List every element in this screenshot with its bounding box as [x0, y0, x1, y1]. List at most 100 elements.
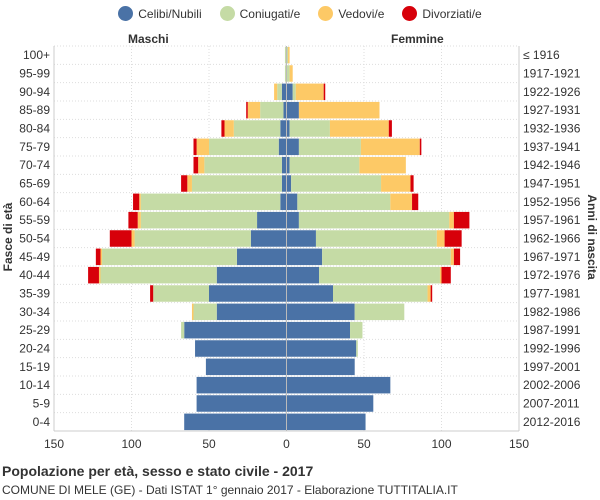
y-axis-title-left: Fasce di età: [1, 202, 15, 272]
bar-female-vedove: [298, 101, 380, 119]
birth-year-label: 1927-1931: [523, 103, 581, 117]
legend-item-coniugati: Coniugati/e: [219, 6, 300, 21]
chart-subtitle: COMUNE DI MELE (GE) - Dati ISTAT 1° genn…: [2, 483, 458, 497]
bar-female-nubili: [286, 340, 357, 357]
y-axis-title-right: Anni di nascita: [585, 194, 599, 280]
bar-male-coniugati: [140, 193, 281, 211]
bar-female-coniugate: [315, 230, 437, 247]
bar-female-nubili: [286, 266, 320, 284]
bar-male-celibi: [196, 376, 287, 394]
bar-male-celibi: [280, 193, 287, 211]
age-group-label: 50-54: [19, 232, 50, 246]
bar-male-divorziati: [88, 266, 99, 284]
bar-female-vedove: [359, 156, 406, 174]
bar-female-divorziate: [441, 266, 451, 284]
bar-male-vedovi: [196, 138, 209, 156]
bar-female-vedove: [436, 230, 445, 247]
legend-swatch-celibi: [118, 6, 134, 21]
bar-male-coniugati: [233, 120, 281, 137]
birth-year-label: 1962-1966: [523, 232, 581, 246]
bar-male-celibi: [283, 101, 287, 119]
bar-male-celibi: [209, 285, 287, 302]
bar-female-nubili: [286, 303, 355, 321]
bar-female-coniugate: [298, 138, 361, 156]
bar-male-divorziati: [193, 156, 199, 174]
birth-year-label: 1987-1991: [523, 323, 581, 337]
bar-female-coniugate: [298, 211, 450, 229]
bar-male-vedovi: [139, 193, 141, 211]
birth-year-label: ≤ 1916: [523, 48, 560, 62]
bar-female-coniugate: [322, 248, 451, 266]
legend-swatch-vedovi: [318, 6, 334, 21]
birth-year-label: 1972-1976: [523, 268, 581, 282]
bar-female-vedove: [449, 211, 454, 229]
bar-female-divorziate: [419, 138, 422, 156]
age-group-label: 0-4: [33, 415, 51, 429]
age-group-label: 95-99: [19, 67, 50, 81]
bar-female-divorziate: [453, 248, 461, 266]
bar-male-coniugati: [140, 211, 258, 229]
bar-male-coniugati: [204, 156, 282, 174]
age-group-label: 25-29: [19, 323, 50, 337]
bar-male-vedovi: [131, 230, 135, 247]
age-group-label: 85-89: [19, 103, 50, 117]
chart-title: Popolazione per età, sesso e stato civil…: [2, 463, 314, 479]
bar-male-divorziati: [221, 120, 225, 137]
age-group-label: 55-59: [19, 213, 50, 227]
bar-female-divorziate: [410, 175, 414, 192]
bar-female-nubili: [286, 211, 299, 229]
bar-male-celibi: [281, 156, 287, 174]
bar-female-coniugate: [286, 46, 289, 64]
age-group-label: 10-14: [19, 378, 50, 392]
bar-female-vedove: [295, 83, 324, 101]
age-group-label: 35-39: [19, 287, 50, 301]
axes-group: 150 100 50 0 50 100 150 100+ ≤ 1916 95-99 1917-192…: [19, 46, 581, 451]
bar-male-divorziati: [133, 193, 140, 211]
legend-swatch-coniugati: [219, 6, 235, 21]
bar-male-celibi: [195, 340, 287, 357]
bar-female-vedove: [329, 120, 389, 137]
bar-female-nubili: [286, 156, 290, 174]
bar-male-celibi: [278, 138, 287, 156]
birth-year-label: 2007-2011: [523, 397, 580, 411]
bar-male-coniugati: [191, 175, 282, 192]
bar-female-coniugate: [291, 175, 382, 192]
bar-female-coniugate: [350, 321, 363, 339]
bar-female-coniugate: [319, 266, 440, 284]
x-tick-label: 150: [44, 437, 64, 451]
bar-female-vedove: [288, 46, 290, 64]
age-group-label: 65-69: [19, 177, 50, 191]
bar-female-divorziate: [453, 211, 470, 229]
bar-female-vedove: [390, 193, 413, 211]
bar-female-coniugate: [354, 303, 405, 321]
birth-year-label: 1937-1941: [523, 140, 581, 154]
x-tick-label: 100: [431, 437, 451, 451]
legend-label-divorziati: Divorziati/e: [422, 6, 482, 21]
bar-female-nubili: [286, 413, 366, 431]
bar-male-vedovi: [191, 303, 194, 321]
bar-female-divorziate: [444, 230, 462, 247]
bar-male-divorziati: [193, 138, 197, 156]
bar-female-nubili: [286, 101, 299, 119]
bar-male-celibi: [281, 83, 287, 101]
bar-male-celibi: [205, 358, 287, 376]
bar-male-divorziati: [181, 175, 188, 192]
bar-male-coniugati: [100, 266, 217, 284]
bar-male-celibi: [250, 230, 287, 247]
males-label: Maschi: [128, 32, 169, 46]
bar-female-nubili: [286, 358, 355, 376]
birth-year-label: 1977-1981: [523, 287, 581, 301]
bar-female-vedove: [360, 138, 420, 156]
birth-year-label: 1967-1971: [523, 250, 581, 264]
bar-male-coniugati: [102, 248, 237, 266]
legend-item-vedovi: Vedovi/e: [318, 6, 384, 21]
bar-male-celibi: [216, 266, 287, 284]
birth-year-label: 1942-1946: [523, 158, 581, 172]
age-group-label: 5-9: [33, 397, 51, 411]
birth-year-label: 1917-1921: [523, 67, 581, 81]
legend-label-celibi: Celibi/Nubili: [138, 6, 202, 21]
legend-item-celibi: Celibi/Nubili: [118, 6, 202, 21]
bar-male-divorziati: [128, 211, 138, 229]
bar-male-celibi: [281, 175, 287, 192]
